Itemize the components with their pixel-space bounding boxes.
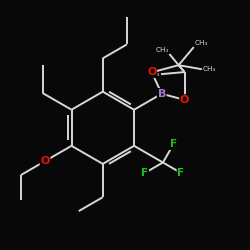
Text: O: O (180, 95, 189, 105)
Text: F: F (141, 168, 148, 178)
Text: CH₃: CH₃ (203, 66, 216, 72)
Text: B: B (158, 89, 166, 99)
Text: CH₃: CH₃ (147, 71, 160, 77)
Text: O: O (40, 156, 50, 166)
Text: CH₃: CH₃ (155, 47, 168, 53)
Text: F: F (178, 168, 184, 178)
Text: CH₃: CH₃ (194, 40, 208, 46)
Text: O: O (147, 67, 156, 77)
Text: F: F (170, 140, 177, 149)
